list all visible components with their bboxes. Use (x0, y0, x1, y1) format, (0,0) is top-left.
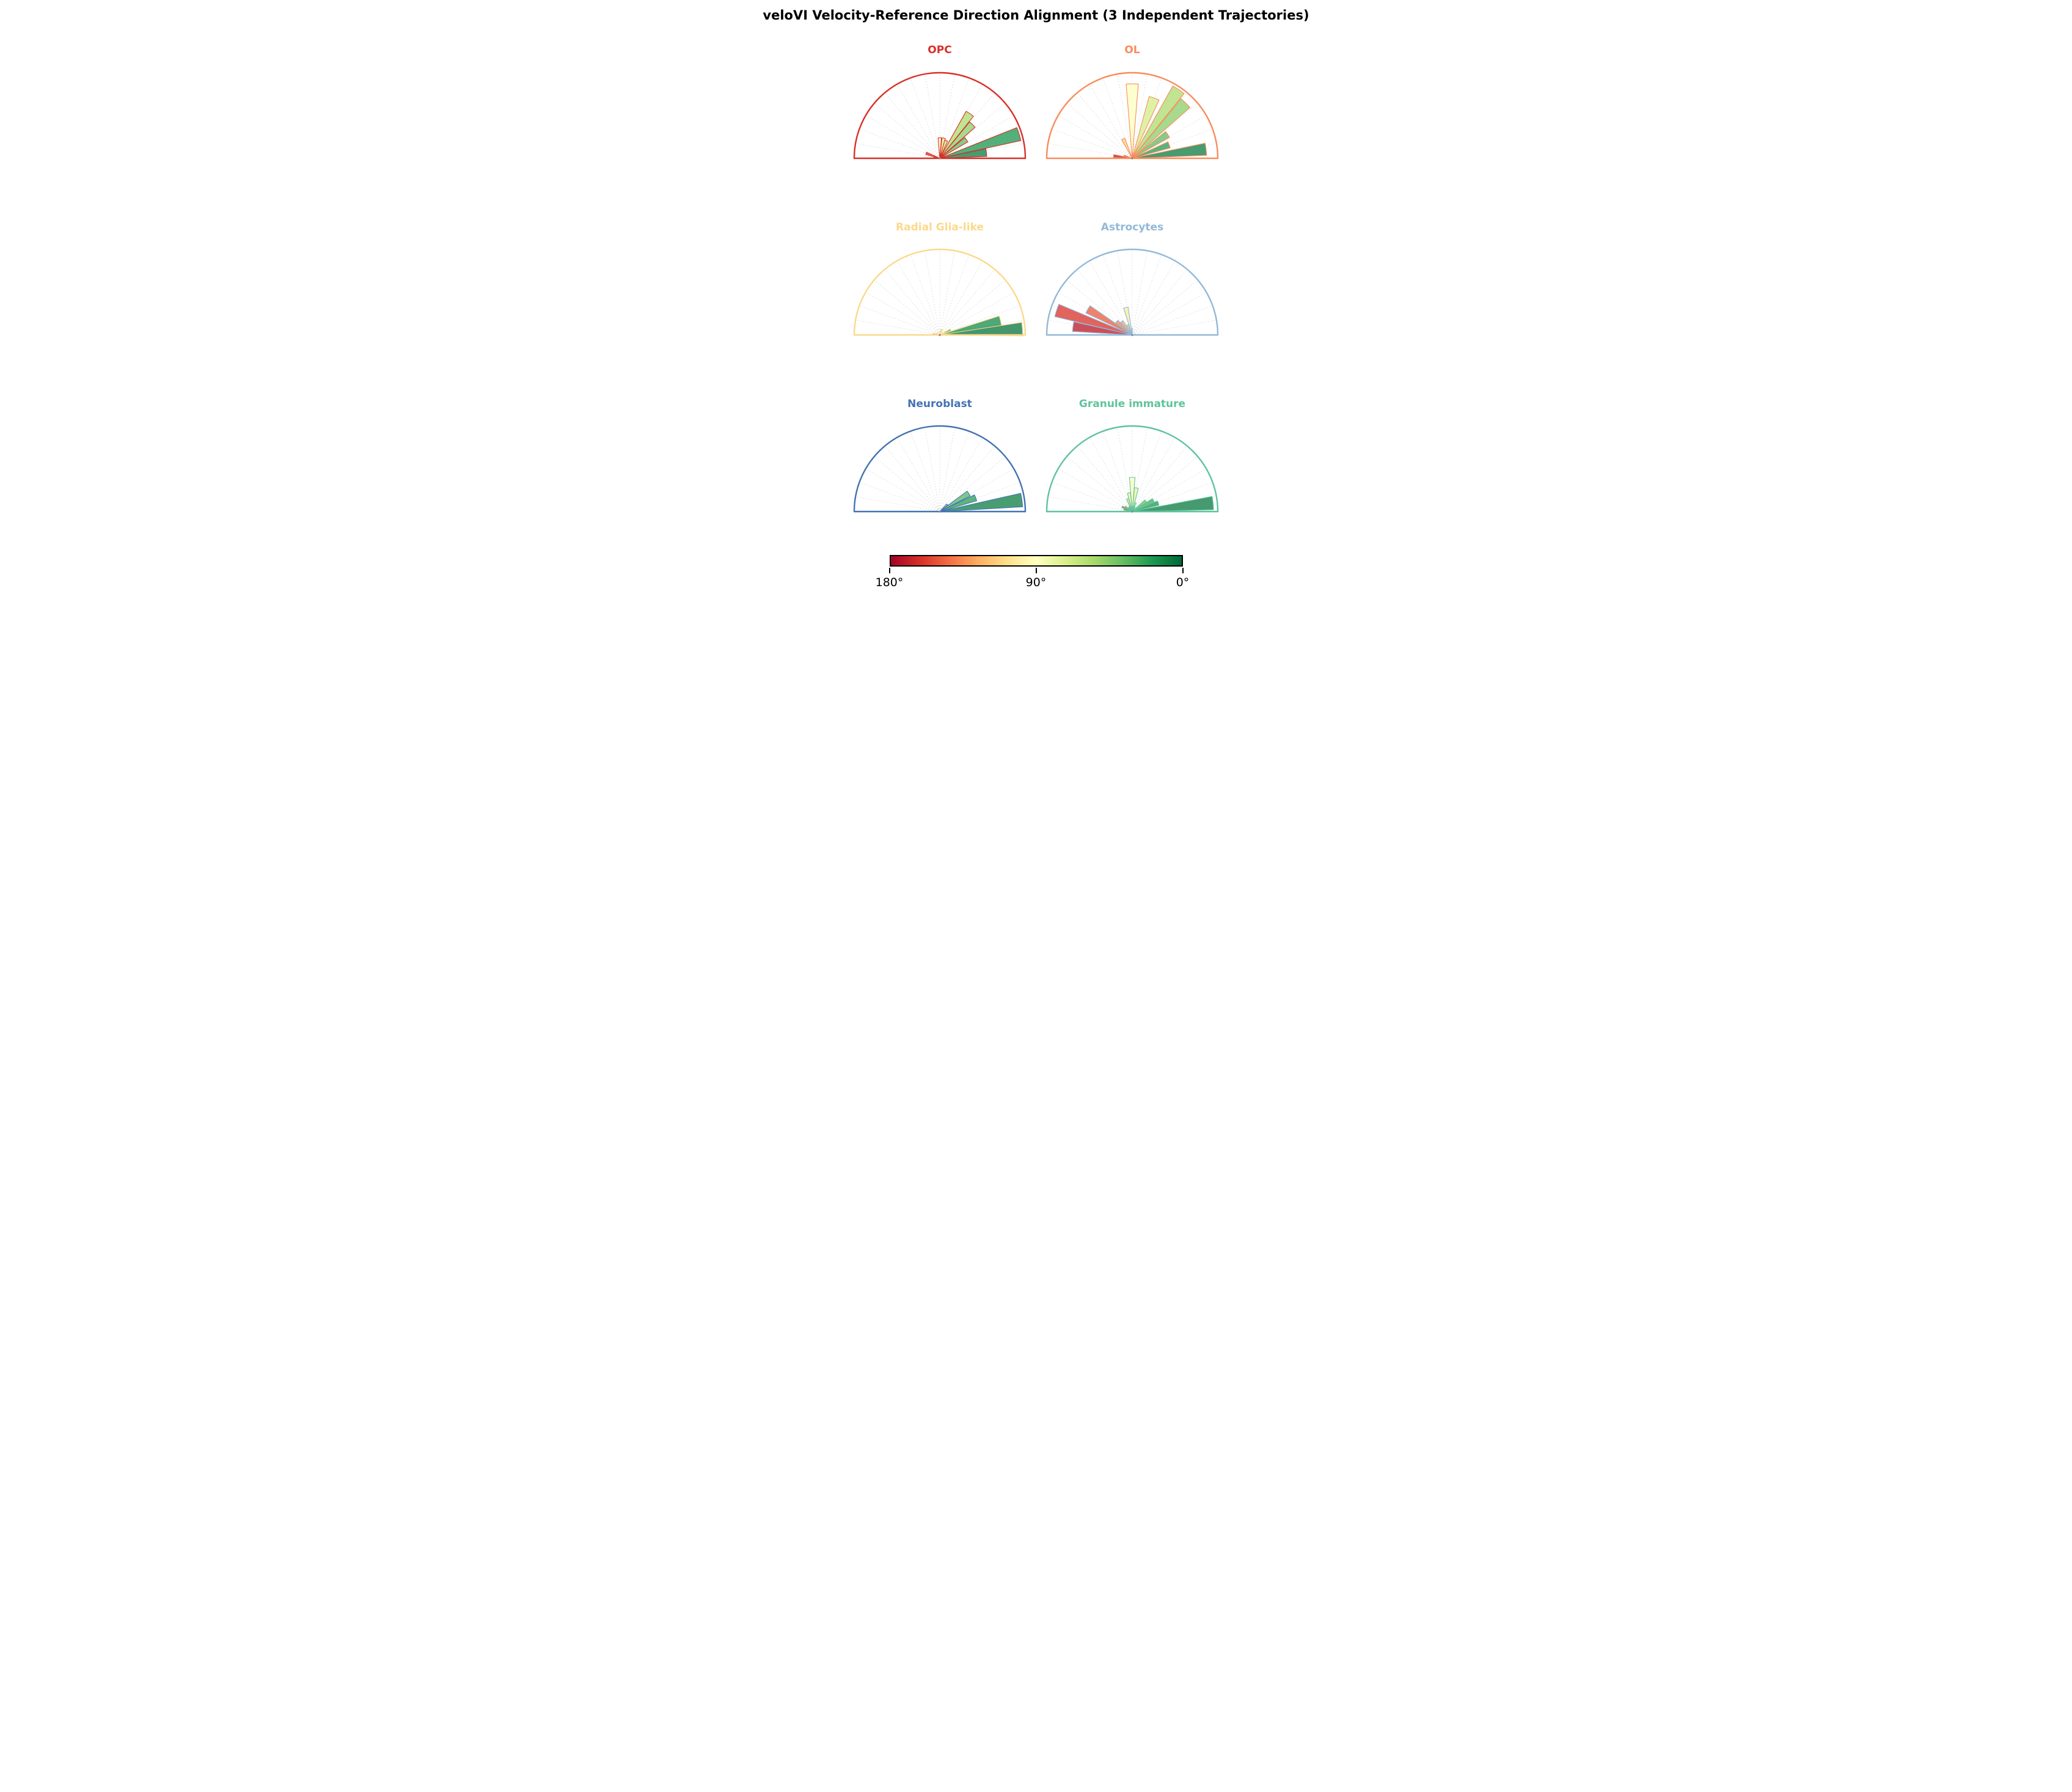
subplot-title-granule-immature: Granule immature (1078, 398, 1186, 411)
subplot-grid: OPC OL Radial Glia-like Astrocytes Neuro… (691, 44, 1382, 520)
subplot-radial-glia-like: Radial Glia-like (847, 221, 1033, 343)
colorbar-tick-0 (1182, 568, 1184, 574)
polar-histogram-opc (853, 72, 1027, 160)
subplot-neuroblast: Neuroblast (847, 398, 1033, 520)
polar-histogram-neuroblast (853, 425, 1027, 513)
subplot-astrocytes: Astrocytes (1039, 221, 1226, 343)
colorbar-gradient (889, 555, 1183, 567)
subplot-title-radial-glia-like: Radial Glia-like (896, 221, 984, 233)
colorbar-label-180: 180° (875, 576, 904, 590)
subplot-ol: OL (1039, 44, 1226, 166)
polar-histogram-radial-glia-like (853, 248, 1027, 337)
figure-title: veloVI Velocity-Reference Direction Alig… (763, 8, 1309, 23)
subplot-title-ol: OL (1124, 44, 1140, 57)
colorbar-label-0: 0° (1176, 576, 1190, 590)
polar-histogram-astrocytes (1045, 248, 1219, 336)
colorbar-tick-180 (888, 568, 890, 574)
colorbar-tick-90 (1035, 568, 1037, 574)
subplot-title-opc: OPC (928, 44, 952, 57)
subplot-title-astrocytes: Astrocytes (1100, 221, 1164, 233)
subplot-granule-immature: Granule immature (1039, 398, 1226, 520)
colorbar-label-90: 90° (1025, 576, 1047, 590)
polar-histogram-ol (1045, 72, 1219, 160)
colorbar: 180° 90° 0° (876, 555, 1189, 597)
subplot-opc: OPC (847, 44, 1033, 166)
polar-histogram-granule-immature (1045, 425, 1219, 513)
subplot-title-neuroblast: Neuroblast (907, 398, 972, 411)
figure: veloVI Velocity-Reference Direction Alig… (690, 0, 1382, 597)
